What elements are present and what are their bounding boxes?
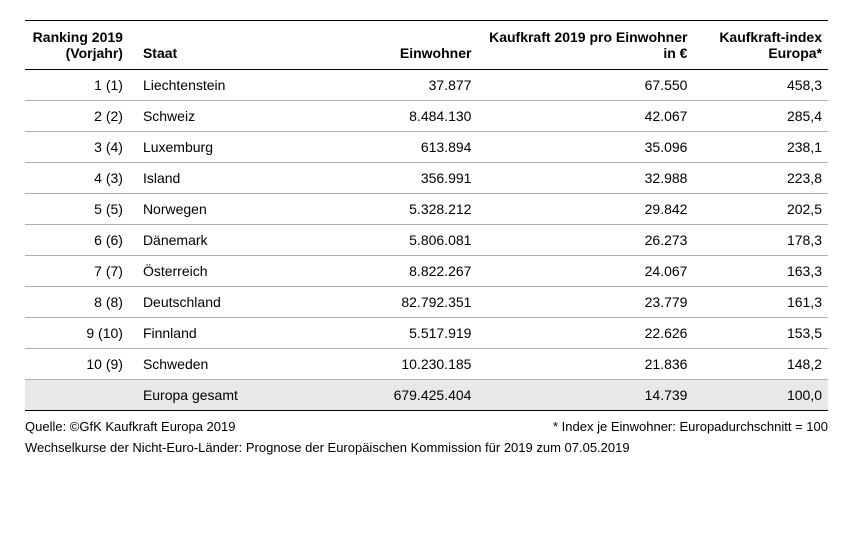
cell-index: 148,2 <box>693 349 828 380</box>
cell-population: 5.517.919 <box>302 318 477 349</box>
cell-population: 8.484.130 <box>302 101 477 132</box>
table-row: 1 (1)Liechtenstein37.87767.550458,3 <box>25 70 828 101</box>
cell-index: 285,4 <box>693 101 828 132</box>
cell-index: 163,3 <box>693 256 828 287</box>
col-header-population: Einwohner <box>302 21 477 70</box>
footer: Quelle: ©GfK Kaufkraft Europa 2019 * Ind… <box>25 417 828 459</box>
col-header-purchasing-power: Kaufkraft 2019 pro Einwohner in € <box>477 21 693 70</box>
col-header-country: Staat <box>129 21 302 70</box>
table-row: 6 (6)Dänemark5.806.08126.273178,3 <box>25 225 828 256</box>
table-row: 5 (5)Norwegen5.328.21229.842202,5 <box>25 194 828 225</box>
table-row: 10 (9)Schweden10.230.18521.836148,2 <box>25 349 828 380</box>
table-row: 9 (10)Finnland5.517.91922.626153,5 <box>25 318 828 349</box>
cell-population: 37.877 <box>302 70 477 101</box>
cell-rank: 7 (7) <box>25 256 129 287</box>
cell-rank: 10 (9) <box>25 349 129 380</box>
footer-index-note: * Index je Einwohner: Europadurchschnitt… <box>553 417 828 438</box>
cell-index: 458,3 <box>693 70 828 101</box>
cell-country: Deutschland <box>129 287 302 318</box>
kaufkraft-table: Ranking 2019 (Vorjahr) Staat Einwohner K… <box>25 20 828 411</box>
col-header-rank: Ranking 2019 (Vorjahr) <box>25 21 129 70</box>
table-row: 4 (3)Island356.99132.988223,8 <box>25 163 828 194</box>
cell-purchasing-power: 23.779 <box>477 287 693 318</box>
cell-purchasing-power: 26.273 <box>477 225 693 256</box>
cell-purchasing-power: 24.067 <box>477 256 693 287</box>
cell-purchasing-power: 22.626 <box>477 318 693 349</box>
cell-purchasing-power: 21.836 <box>477 349 693 380</box>
cell-purchasing-power: 14.739 <box>477 380 693 411</box>
cell-population: 10.230.185 <box>302 349 477 380</box>
cell-country: Norwegen <box>129 194 302 225</box>
cell-population: 356.991 <box>302 163 477 194</box>
cell-rank: 4 (3) <box>25 163 129 194</box>
cell-purchasing-power: 42.067 <box>477 101 693 132</box>
cell-country: Schweden <box>129 349 302 380</box>
cell-rank: 1 (1) <box>25 70 129 101</box>
cell-rank: 2 (2) <box>25 101 129 132</box>
cell-population: 613.894 <box>302 132 477 163</box>
cell-population: 5.806.081 <box>302 225 477 256</box>
cell-country: Finnland <box>129 318 302 349</box>
cell-index: 238,1 <box>693 132 828 163</box>
cell-index: 161,3 <box>693 287 828 318</box>
cell-country: Europa gesamt <box>129 380 302 411</box>
cell-rank <box>25 380 129 411</box>
cell-index: 153,5 <box>693 318 828 349</box>
cell-index: 100,0 <box>693 380 828 411</box>
footer-source: Quelle: ©GfK Kaufkraft Europa 2019 <box>25 417 235 438</box>
col-header-index: Kaufkraft-index Europa* <box>693 21 828 70</box>
table-row: 7 (7)Österreich8.822.26724.067163,3 <box>25 256 828 287</box>
cell-population: 82.792.351 <box>302 287 477 318</box>
table-row: 2 (2)Schweiz8.484.13042.067285,4 <box>25 101 828 132</box>
table-row: 8 (8)Deutschland82.792.35123.779161,3 <box>25 287 828 318</box>
cell-index: 223,8 <box>693 163 828 194</box>
table-row: 3 (4)Luxemburg613.89435.096238,1 <box>25 132 828 163</box>
cell-rank: 6 (6) <box>25 225 129 256</box>
cell-index: 202,5 <box>693 194 828 225</box>
cell-purchasing-power: 67.550 <box>477 70 693 101</box>
cell-population: 679.425.404 <box>302 380 477 411</box>
cell-country: Dänemark <box>129 225 302 256</box>
cell-purchasing-power: 32.988 <box>477 163 693 194</box>
cell-country: Liechtenstein <box>129 70 302 101</box>
footer-exchange-note: Wechselkurse der Nicht-Euro-Länder: Prog… <box>25 438 828 459</box>
cell-purchasing-power: 29.842 <box>477 194 693 225</box>
cell-population: 5.328.212 <box>302 194 477 225</box>
cell-purchasing-power: 35.096 <box>477 132 693 163</box>
cell-population: 8.822.267 <box>302 256 477 287</box>
cell-rank: 9 (10) <box>25 318 129 349</box>
cell-country: Österreich <box>129 256 302 287</box>
cell-rank: 3 (4) <box>25 132 129 163</box>
cell-rank: 5 (5) <box>25 194 129 225</box>
table-body: 1 (1)Liechtenstein37.87767.550458,32 (2)… <box>25 70 828 411</box>
cell-rank: 8 (8) <box>25 287 129 318</box>
cell-country: Schweiz <box>129 101 302 132</box>
cell-index: 178,3 <box>693 225 828 256</box>
cell-country: Island <box>129 163 302 194</box>
cell-country: Luxemburg <box>129 132 302 163</box>
table-total-row: Europa gesamt679.425.40414.739100,0 <box>25 380 828 411</box>
